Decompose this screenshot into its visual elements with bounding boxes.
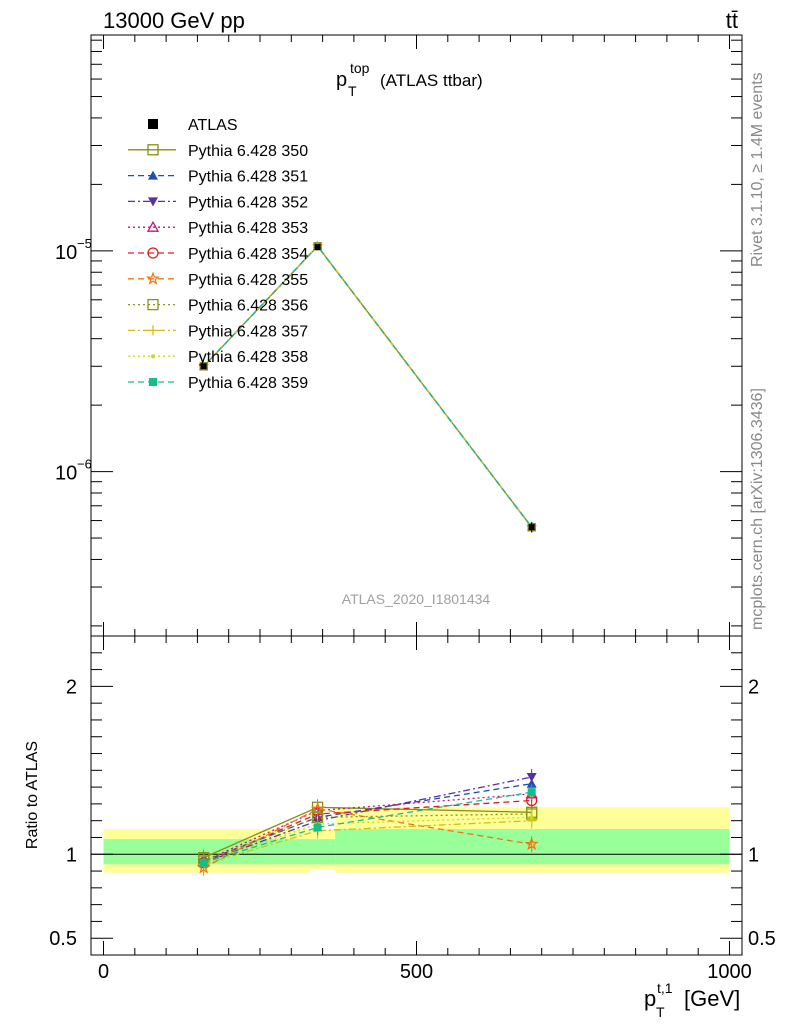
main-panel: 10−510−6 p top T (ATLAS ttbar) ATLAS_202… [55,34,743,637]
legend-label: Pythia 6.428 350 [188,143,308,160]
legend-label: Pythia 6.428 357 [188,323,308,340]
main-y-tick-label: 10 [55,463,77,485]
ratio-y-tick-label-right: 1 [748,844,759,866]
ratio-series-point [199,858,208,867]
legend-label: Pythia 6.428 351 [188,169,308,186]
ratio-series-layer [196,769,539,876]
x-label-sup: t,1 [657,980,673,996]
legend-label: Pythia 6.428 356 [188,298,308,315]
ratio-y-tick-label-right: 2 [748,676,759,698]
ratio-series-line [203,791,532,864]
atlas-data-point [314,244,321,251]
source-label: mcplots.cern.ch [arXiv:1306.3436] [749,388,766,630]
legend-marker [145,271,161,285]
main-y-tick-exp: −6 [77,457,92,472]
plot-title-sub: T [348,83,357,99]
legend-marker [148,170,158,180]
main-y-tick-exp: −5 [77,236,92,251]
legend-marker [148,197,158,207]
main-y-tick-label: 10 [55,242,77,264]
atlas-data-point [200,363,207,370]
x-label-rest: [GeV] [684,986,740,1011]
ratio-frame [90,635,743,956]
analysis-watermark: ATLAS_2020_I1801434 [342,591,491,607]
legend-label: Pythia 6.428 355 [188,272,308,289]
rivet-label: Rivet 3.1.10, ≥ 1.4M events [749,72,766,267]
ratio-y-label: Ratio to ATLAS [24,741,41,849]
legend-marker-atlas [148,119,158,129]
legend-marker [151,354,155,359]
legend-label: Pythia 6.428 358 [188,349,308,366]
legend-marker [149,378,157,386]
process-label: tt̄ [726,8,738,33]
ratio-series-line [203,820,532,865]
legend-marker [148,325,158,336]
atlas-data-point [528,524,535,531]
plot-title-main: p [336,69,347,91]
ratio-series-line [203,808,532,869]
x-label-main: p [644,986,656,1011]
ratio-series-point [529,815,534,820]
ratio-series-point [313,823,322,832]
plot-title-rest: (ATLAS ttbar) [380,71,483,90]
legend-label-atlas: ATLAS [188,117,238,134]
legend-marker [146,220,160,232]
ratio-band-inner [310,839,336,865]
ratio-y-tick-label: 2 [66,676,77,698]
legend-label: Pythia 6.428 353 [188,220,308,237]
ratio-bands [103,807,730,873]
legend-marker [147,144,159,156]
ratio-y-tick-label: 0.5 [49,928,77,950]
x-label-sub: T [656,1004,665,1020]
legend-marker [147,298,159,311]
ratio-panel: 0.5 0.51 12 20 500 1000 Ratio to ATLAS p t,1 … [24,635,776,1020]
ratio-series-point [527,788,536,797]
plot-title-sup: top [350,60,370,76]
ratio-x-tick-label: 0 [98,961,109,983]
ratio-series-point [524,836,539,851]
ratio-series-point [526,773,537,783]
ratio-x-tick-label: 1000 [707,961,752,983]
energy-label: 13000 GeV pp [103,8,245,33]
legend-marker [147,247,159,259]
ratio-y-tick-label: 1 [66,844,77,866]
legend: ATLAS Pythia 6.428 350 Pythia 6.428 351 Pyt… [128,117,308,392]
main-series-layer [198,240,538,533]
ratio-x-tick-label: 500 [400,961,433,983]
legend-label: Pythia 6.428 359 [188,375,308,392]
ratio-y-tick-label-right: 0.5 [748,928,776,950]
main-ticks: 10−510−6 [55,35,742,636]
ratio-ticks: 0.5 0.5 1 1 2 2 0 500 1000 [49,635,776,983]
legend-label: Pythia 6.428 352 [188,194,308,211]
legend-label: Pythia 6.428 354 [188,246,308,263]
ratio-series-line [203,793,532,862]
